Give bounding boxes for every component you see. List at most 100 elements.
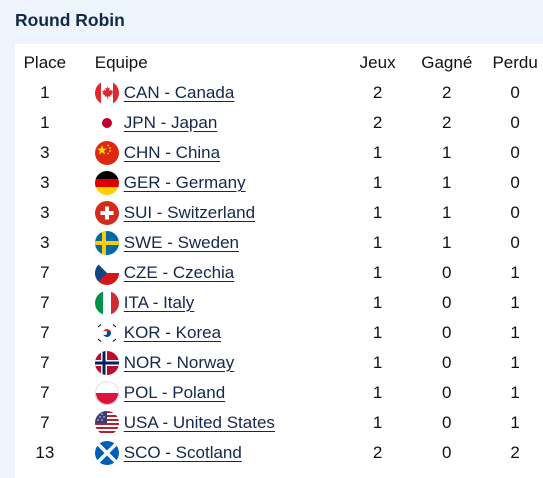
won-cell: 0: [442, 323, 452, 342]
team-cell: CZE - Czechia: [75, 258, 349, 288]
games-cell: 2: [372, 443, 383, 462]
team-cell: CAN - Canada: [75, 78, 349, 108]
games-cell: 2: [372, 113, 383, 132]
scotland-flag-icon: [94, 441, 119, 465]
games-cell: 1: [372, 413, 383, 432]
lost-cell: 1: [510, 293, 520, 312]
poland-flag-icon: [94, 381, 119, 405]
table-row: 7 KOR - Korea 1 0 1: [15, 318, 543, 348]
team-cell: ITA - Italy: [75, 288, 349, 318]
games-cell: 1: [372, 173, 383, 192]
team-cell: SCO - Scotland: [75, 438, 349, 468]
team-cell: SUI - Switzerland: [75, 198, 349, 228]
place-cell: 3: [40, 173, 50, 192]
won-cell: 0: [442, 263, 452, 282]
team-cell: CHN - China: [75, 138, 349, 168]
games-cell: 1: [372, 323, 383, 342]
games-cell: 1: [372, 203, 383, 222]
won-cell: 1: [442, 233, 452, 252]
column-header-place: Place: [23, 53, 67, 72]
won-cell: 0: [442, 383, 452, 402]
table-header-row: Place Equipe Jeux Gagné Perdu: [15, 48, 543, 78]
usa-flag-icon: [94, 411, 119, 435]
korea-flag-icon: [94, 321, 119, 345]
section-title: Round Robin: [15, 10, 125, 30]
sweden-flag-icon: [94, 231, 119, 255]
won-cell: 0: [442, 413, 452, 432]
games-cell: 1: [372, 383, 383, 402]
lost-cell: 1: [510, 383, 520, 402]
won-cell: 2: [442, 83, 452, 102]
norway-flag-icon: [94, 351, 119, 375]
place-cell: 13: [35, 443, 55, 462]
table-row: 1 JPN - Japan 2 2 0: [15, 108, 543, 138]
team-link[interactable]: POL - Poland: [123, 383, 226, 402]
column-header-lost: Perdu: [492, 53, 538, 72]
place-cell: 3: [40, 143, 50, 162]
team-link[interactable]: SWE - Sweden: [123, 233, 239, 252]
team-cell: KOR - Korea: [75, 318, 349, 348]
team-link[interactable]: JPN - Japan: [123, 113, 218, 132]
games-cell: 1: [372, 353, 383, 372]
team-link[interactable]: CZE - Czechia: [123, 263, 235, 282]
column-header-games: Jeux: [359, 53, 396, 72]
team-link[interactable]: ITA - Italy: [123, 293, 195, 312]
table-row: 7 USA - United States 1 0 1: [15, 408, 543, 438]
place-cell: 1: [40, 113, 50, 132]
standings-card: Place Equipe Jeux Gagné Perdu 1 CAN - Can…: [15, 44, 543, 478]
lost-cell: 0: [510, 203, 520, 222]
team-cell: NOR - Norway: [75, 348, 349, 378]
canada-flag-icon: [94, 81, 119, 105]
table-row: 7 POL - Poland 1 0 1: [15, 378, 543, 408]
games-cell: 1: [372, 263, 383, 282]
won-cell: 0: [442, 353, 452, 372]
table-row: 3 SWE - Sweden 1 1 0: [15, 228, 543, 258]
team-link[interactable]: SCO - Scotland: [123, 443, 242, 462]
table-row: 7 NOR - Norway 1 0 1: [15, 348, 543, 378]
lost-cell: 1: [510, 353, 520, 372]
team-link[interactable]: CAN - Canada: [123, 83, 235, 102]
won-cell: 2: [442, 113, 452, 132]
lost-cell: 0: [510, 113, 520, 132]
games-cell: 1: [372, 293, 383, 312]
lost-cell: 0: [510, 233, 520, 252]
table-row: 3 GER - Germany 1 1 0: [15, 168, 543, 198]
table-row: 1 CAN - Canada 2 2 0: [15, 78, 543, 108]
won-cell: 0: [442, 293, 452, 312]
table-row: 3 CHN - China 1 1 0: [15, 138, 543, 168]
place-cell: 3: [40, 203, 50, 222]
place-cell: 7: [40, 293, 50, 312]
standings-table: Place Equipe Jeux Gagné Perdu 1 CAN - Can…: [15, 48, 543, 468]
games-cell: 2: [372, 83, 383, 102]
games-cell: 1: [372, 233, 383, 252]
team-link[interactable]: CHN - China: [123, 143, 221, 162]
place-cell: 7: [40, 413, 50, 432]
lost-cell: 2: [510, 443, 520, 462]
germany-flag-icon: [94, 171, 119, 195]
team-cell: JPN - Japan: [75, 108, 349, 138]
column-header-team: Equipe: [94, 53, 148, 72]
won-cell: 1: [442, 173, 452, 192]
lost-cell: 0: [510, 83, 520, 102]
team-link[interactable]: GER - Germany: [123, 173, 246, 192]
china-flag-icon: [94, 141, 119, 165]
lost-cell: 0: [510, 173, 520, 192]
place-cell: 7: [40, 383, 50, 402]
team-link[interactable]: USA - United States: [123, 413, 275, 432]
team-link[interactable]: KOR - Korea: [123, 323, 222, 342]
lost-cell: 1: [510, 413, 520, 432]
team-cell: SWE - Sweden: [75, 228, 349, 258]
won-cell: 1: [442, 143, 452, 162]
lost-cell: 1: [510, 323, 520, 342]
lost-cell: 0: [510, 143, 520, 162]
place-cell: 7: [40, 353, 50, 372]
team-link[interactable]: NOR - Norway: [123, 353, 235, 372]
team-cell: POL - Poland: [75, 378, 349, 408]
table-row: 3 SUI - Switzerland 1 1 0: [15, 198, 543, 228]
team-link[interactable]: SUI - Switzerland: [123, 203, 256, 222]
czechia-flag-icon: [94, 261, 119, 285]
won-cell: 0: [442, 443, 452, 462]
table-body: 1 CAN - Canada 2 2 0 1 JPN - Japan 2 2 0 3 CHN - Ch…: [15, 78, 543, 468]
switzerland-flag-icon: [94, 201, 119, 225]
